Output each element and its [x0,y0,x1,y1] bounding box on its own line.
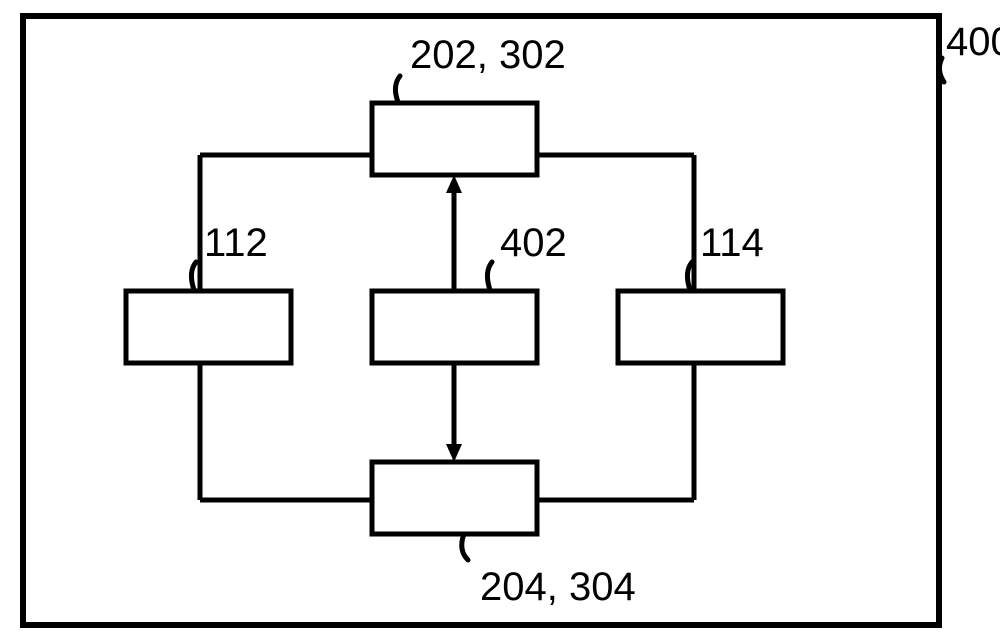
diagram-canvas: 400 202, 302 112 402 114 204, 304 [0,0,1000,641]
node-center [372,291,537,363]
callout-ticks [191,58,944,560]
callout-outer [939,58,944,82]
label-node-left: 112 [204,221,268,265]
label-node-bottom: 204, 304 [480,565,636,609]
label-node-right: 114 [700,221,764,265]
callout-bottom [462,534,468,560]
node-top [372,103,537,175]
node-boxes [126,103,783,534]
label-outer-frame: 400 [946,20,1000,64]
callout-center [487,262,492,290]
node-left [126,291,291,363]
label-node-top: 202, 302 [410,33,566,77]
center-to-bottom-head [446,444,462,462]
callout-left [191,262,196,290]
node-right [618,291,783,363]
node-bottom [372,462,537,534]
label-node-center: 402 [500,221,567,265]
callout-top [395,76,400,102]
callout-right [687,262,692,290]
center-to-top-head [446,175,462,193]
